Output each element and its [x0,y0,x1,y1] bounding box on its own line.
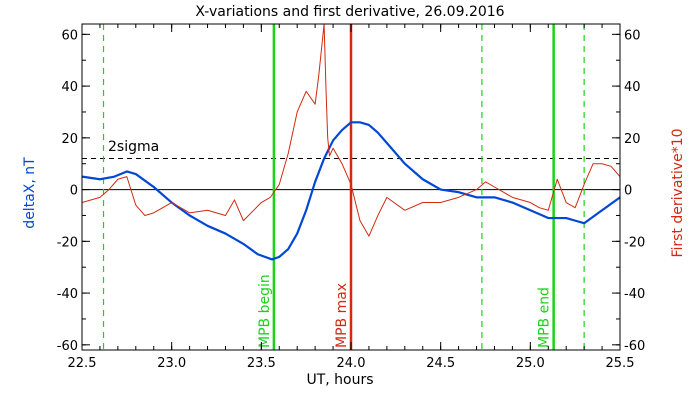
marker-label-mpb-max: MPB max [334,283,350,348]
markers-layer: MPB begin MPB max MPB end [82,24,620,350]
x-tick-label-6: 25.5 [606,356,635,371]
threshold-label: 2sigma [108,139,159,155]
x-tick-label-1: 23.0 [157,356,186,371]
marker-label-mpb-begin: MPB begin [257,274,273,348]
chart-title: X-variations and first derivative, 26.09… [195,4,504,20]
axes-layer: 22.5 23.0 23.5 24.0 24.5 25.0 25.5 -60 -60 -40 -40… [57,23,645,371]
derivative-line [81,23,621,237]
y-right-tick-label-6: 60 [624,28,641,43]
deltax-line [81,121,621,261]
right-axis-label: First derivative*10 [670,128,686,257]
x-axis-label: UT, hours [306,372,373,388]
y-left-tick-label-2: -20 [57,235,78,250]
y-left-tick-label-6: 60 [61,28,78,43]
y-left-tick-label-1: -40 [57,287,78,302]
y-right-tick-label-5: 40 [624,80,641,95]
y-right-tick-label-2: -20 [624,235,645,250]
x-tick-label-2: 23.5 [247,356,276,371]
marker-label-mpb-end: MPB end [537,287,553,348]
y-right-tick-label-3: 0 [624,184,632,199]
y-left-tick-label-3: 0 [70,184,78,199]
y-left-tick-label-4: 20 [61,132,78,147]
left-axis-label: deltaX, nT [22,157,38,229]
y-right-tick-label-1: -40 [624,287,645,302]
y-right-tick-label-4: 20 [624,132,641,147]
y-left-tick-label-0: -60 [57,339,78,354]
x-tick-label-0: 22.5 [68,356,97,371]
y-left-tick-label-5: 40 [61,80,78,95]
series-layer [81,23,621,261]
x-tick-label-3: 24.0 [337,356,366,371]
x-tick-label-5: 25.0 [516,356,545,371]
x-tick-label-4: 24.5 [426,356,455,371]
y-right-tick-label-0: -60 [624,339,645,354]
